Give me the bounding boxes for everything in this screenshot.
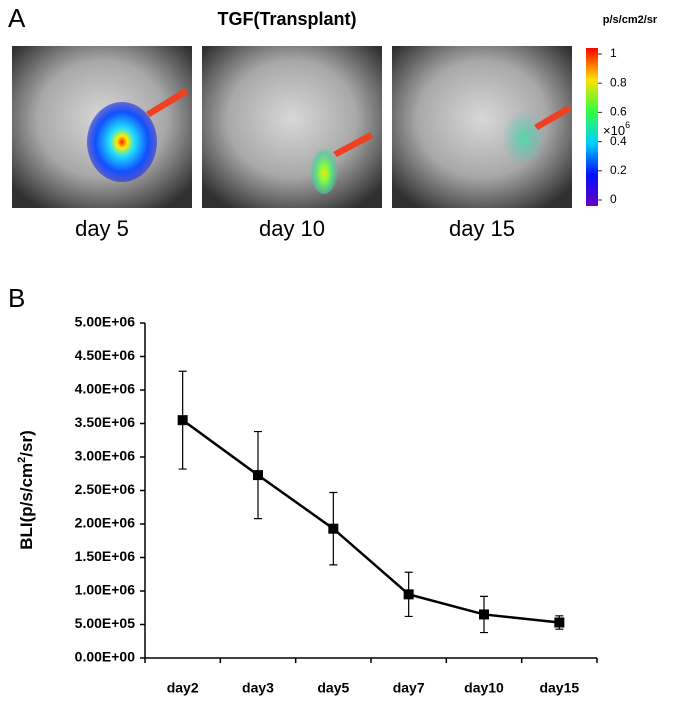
y-tick-label: 5.00E+05 <box>75 615 136 631</box>
colorbar-tick-label: 1 <box>610 46 617 60</box>
panel-title: TGF(Transplant) <box>218 9 357 29</box>
colorbar-tick-label: 0.2 <box>610 163 627 177</box>
data-point <box>177 415 188 426</box>
image-caption: day 10 <box>259 216 325 241</box>
image-caption: day 5 <box>75 216 129 241</box>
y-label-part: 2 <box>16 457 28 463</box>
y-axis-label: BLI(p/s/cm2/sr) <box>16 430 37 550</box>
x-tick-label: day15 <box>539 680 579 696</box>
exponent: 6 <box>625 120 630 130</box>
x-tick-label: day7 <box>393 680 425 696</box>
x-tick-label: day2 <box>167 680 199 696</box>
data-point <box>403 589 414 600</box>
panel-label: A <box>8 3 26 33</box>
colorbar-ticks: 0 0.2 0.4 0.6 0.8 1 <box>598 46 627 206</box>
data-point <box>328 523 339 534</box>
colorbar <box>586 48 598 206</box>
colorbar-title: p/s/cm2/sr <box>603 14 658 26</box>
colorbar-tick-label: 0.8 <box>610 75 627 89</box>
colorbar-tick-label: 0 <box>610 192 617 206</box>
x-tick-label: day3 <box>242 680 274 696</box>
image-day5 <box>12 46 192 208</box>
y-tick-label: 1.50E+06 <box>75 548 136 564</box>
multiplier: ×10 <box>603 123 625 138</box>
data-point <box>479 609 489 620</box>
colorbar-multiplier: ×106 <box>603 120 630 138</box>
colorbar-tick-label: 0.6 <box>610 105 627 119</box>
y-tick-label: 1.00E+06 <box>75 582 136 598</box>
data-line <box>181 419 560 624</box>
y-label-part: /sr) <box>17 430 36 456</box>
y-tick-label: 4.00E+06 <box>75 381 136 397</box>
y-label-part: BLI(p/s/cm <box>17 463 36 550</box>
image-day15 <box>392 46 572 208</box>
image-caption: day 15 <box>449 216 515 241</box>
y-tick-label: 2.00E+06 <box>75 515 136 531</box>
data-point <box>253 470 263 481</box>
image-day10 <box>202 46 382 208</box>
panel-label: B <box>8 283 25 313</box>
data-point <box>554 617 565 628</box>
y-tick-label: 2.50E+06 <box>75 481 136 497</box>
y-tick-label: 0.00E+00 <box>75 649 136 665</box>
y-tick-label: 5.00E+06 <box>75 314 136 330</box>
y-tick-label: 4.50E+06 <box>75 347 136 363</box>
colorbar-tick-label: 0.4 <box>610 134 627 148</box>
x-tick-label: day5 <box>317 680 349 696</box>
y-tick-label: 3.50E+06 <box>75 414 136 430</box>
y-tick-label: 3.00E+06 <box>75 448 136 464</box>
plot: 0.00E+00 5.00E+05 1.00E+06 1.50E+06 2.00E+06… <box>75 314 598 696</box>
x-tick-label: day10 <box>464 680 504 696</box>
